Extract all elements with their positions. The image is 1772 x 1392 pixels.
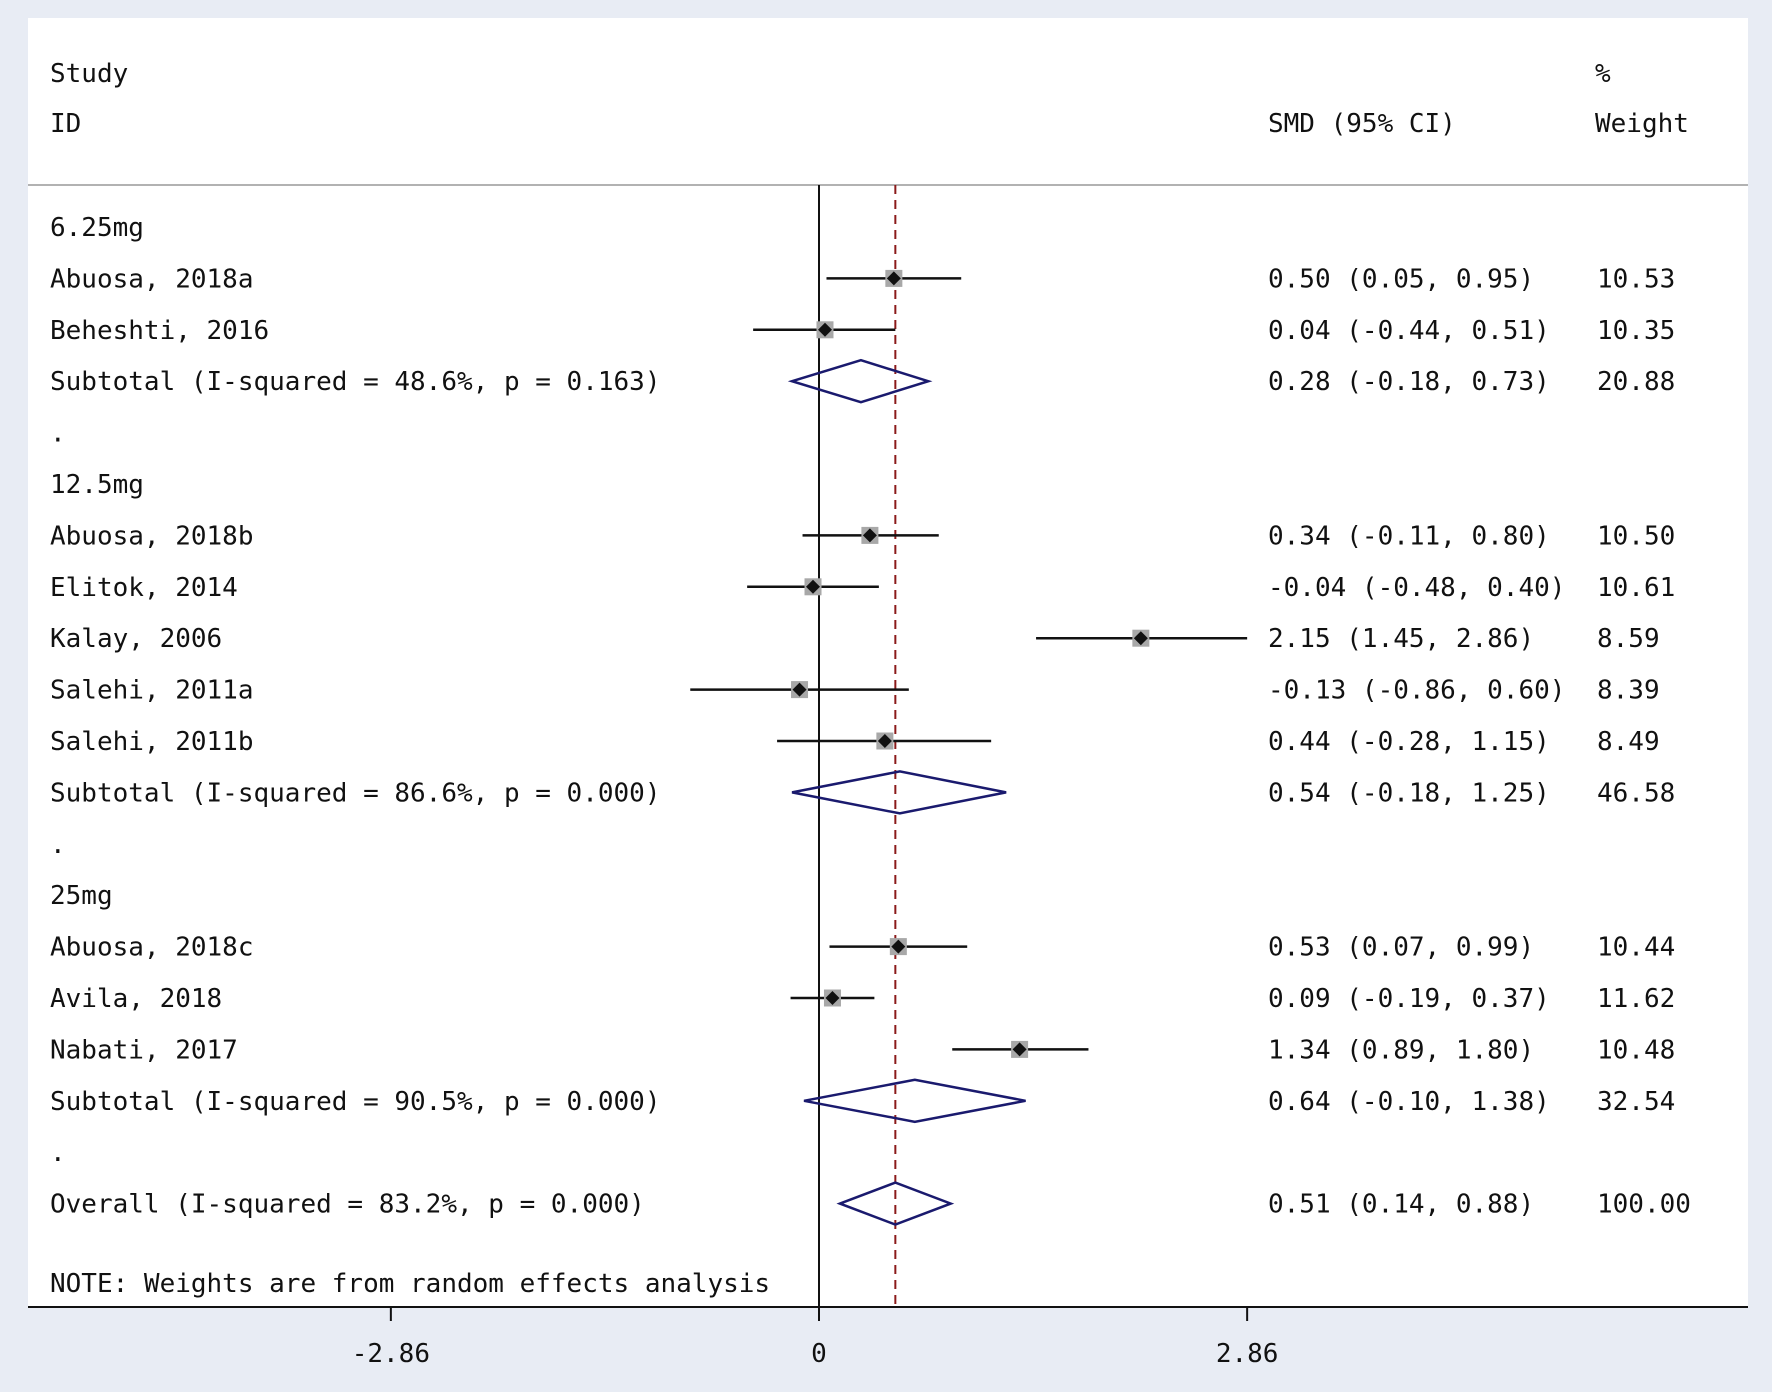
overall-diamond [836,1181,955,1226]
weight-text: 8.49 [1597,727,1660,757]
subtotal-diamond [803,1078,1026,1124]
weight-text: 10.53 [1597,264,1675,294]
subgroup-label: 25mg [50,881,113,911]
header-percent: % [1595,59,1611,89]
study-label: Abuosa, 2018c [50,933,254,963]
point-estimate [792,682,807,697]
plot-panel [28,18,1748,1307]
smd-ci-text: 2.15 (1.45, 2.86) [1268,624,1534,654]
smd-ci-text: -0.13 (-0.86, 0.60) [1268,676,1565,706]
point-estimate [877,734,892,748]
smd-ci-text: 0.09 (-0.19, 0.37) [1268,984,1550,1014]
smd-ci-text: 0.28 (-0.18, 0.73) [1268,367,1550,397]
header-study: Study [50,59,128,89]
weight-text: 10.48 [1597,1035,1675,1065]
study-label: Avila, 2018 [50,984,222,1014]
spacer-dot: . [50,830,66,860]
point-estimate [862,528,877,543]
spacer-dot: . [50,1138,66,1168]
point-estimate [825,991,840,1005]
subtotal-diamond [787,358,933,404]
study-label: Salehi, 2011b [50,727,254,757]
subtotal-label: Subtotal (I-squared = 86.6%, p = 0.000) [50,778,660,808]
weight-text: 8.39 [1597,676,1660,706]
smd-ci-text: 1.34 (0.89, 1.80) [1268,1035,1534,1065]
point-estimate [1012,1042,1027,1057]
smd-ci-text: 0.64 (-0.10, 1.38) [1268,1087,1550,1117]
study-label: Elitok, 2014 [50,573,238,603]
subgroup-label: 12.5mg [50,470,144,500]
smd-ci-text: -0.04 (-0.48, 0.40) [1268,573,1565,603]
study-label: Kalay, 2006 [50,624,222,654]
subtotal-diamond [791,770,1007,815]
weight-text: 32.54 [1597,1087,1675,1117]
x-tick-label: -2.86 [352,1339,430,1369]
smd-ci-text: 0.51 (0.14, 0.88) [1268,1190,1534,1220]
x-tick-label: 0 [811,1339,827,1369]
smd-ci-text: 0.34 (-0.11, 0.80) [1268,521,1550,551]
row-labels: 6.25mg Abuosa, 2018a 0.50 (0.05, 0.95) 10.5… [50,213,1691,1220]
weight-text: 20.88 [1597,367,1675,397]
smd-ci-text: 0.44 (-0.28, 1.15) [1268,727,1550,757]
smd-ci-text: 0.53 (0.07, 0.99) [1268,933,1534,963]
smd-ci-text: 0.54 (-0.18, 1.25) [1268,778,1550,808]
point-estimate [817,322,832,337]
spacer-dot: . [50,419,66,449]
weight-text: 100.00 [1597,1190,1691,1220]
weight-text: 10.35 [1597,316,1675,346]
plot-marks [690,269,1248,1226]
point-estimate [886,271,901,286]
smd-ci-text: 0.50 (0.05, 0.95) [1268,264,1534,294]
weight-text: 10.44 [1597,933,1675,963]
weight-text: 11.62 [1597,984,1675,1014]
header-smd: SMD (95% CI) [1268,109,1456,139]
header-weight: Weight [1595,109,1689,139]
weight-text: 10.50 [1597,521,1675,551]
study-label: Salehi, 2011a [50,676,254,706]
x-axis: -2.86 0 2.86 [352,1307,1279,1369]
weight-text: 8.59 [1597,624,1660,654]
x-tick-label: 2.86 [1216,1339,1279,1369]
point-estimate [1133,631,1148,646]
subtotal-label: Subtotal (I-squared = 90.5%, p = 0.000) [50,1087,660,1117]
weight-text: 10.61 [1597,573,1675,603]
study-label: Abuosa, 2018b [50,521,254,551]
subtotal-label: Subtotal (I-squared = 48.6%, p = 0.163) [50,367,660,397]
overall-label: Overall (I-squared = 83.2%, p = 0.000) [50,1190,645,1220]
header-id: ID [50,109,81,139]
footnote: NOTE: Weights are from random effects an… [50,1269,770,1299]
smd-ci-text: 0.04 (-0.44, 0.51) [1268,316,1550,346]
study-label: Nabati, 2017 [50,1035,238,1065]
study-label: Abuosa, 2018a [50,264,254,294]
weight-text: 46.58 [1597,778,1675,808]
point-estimate [891,939,906,954]
subgroup-label: 6.25mg [50,213,144,243]
point-estimate [806,579,821,594]
study-label: Beheshti, 2016 [50,316,269,346]
